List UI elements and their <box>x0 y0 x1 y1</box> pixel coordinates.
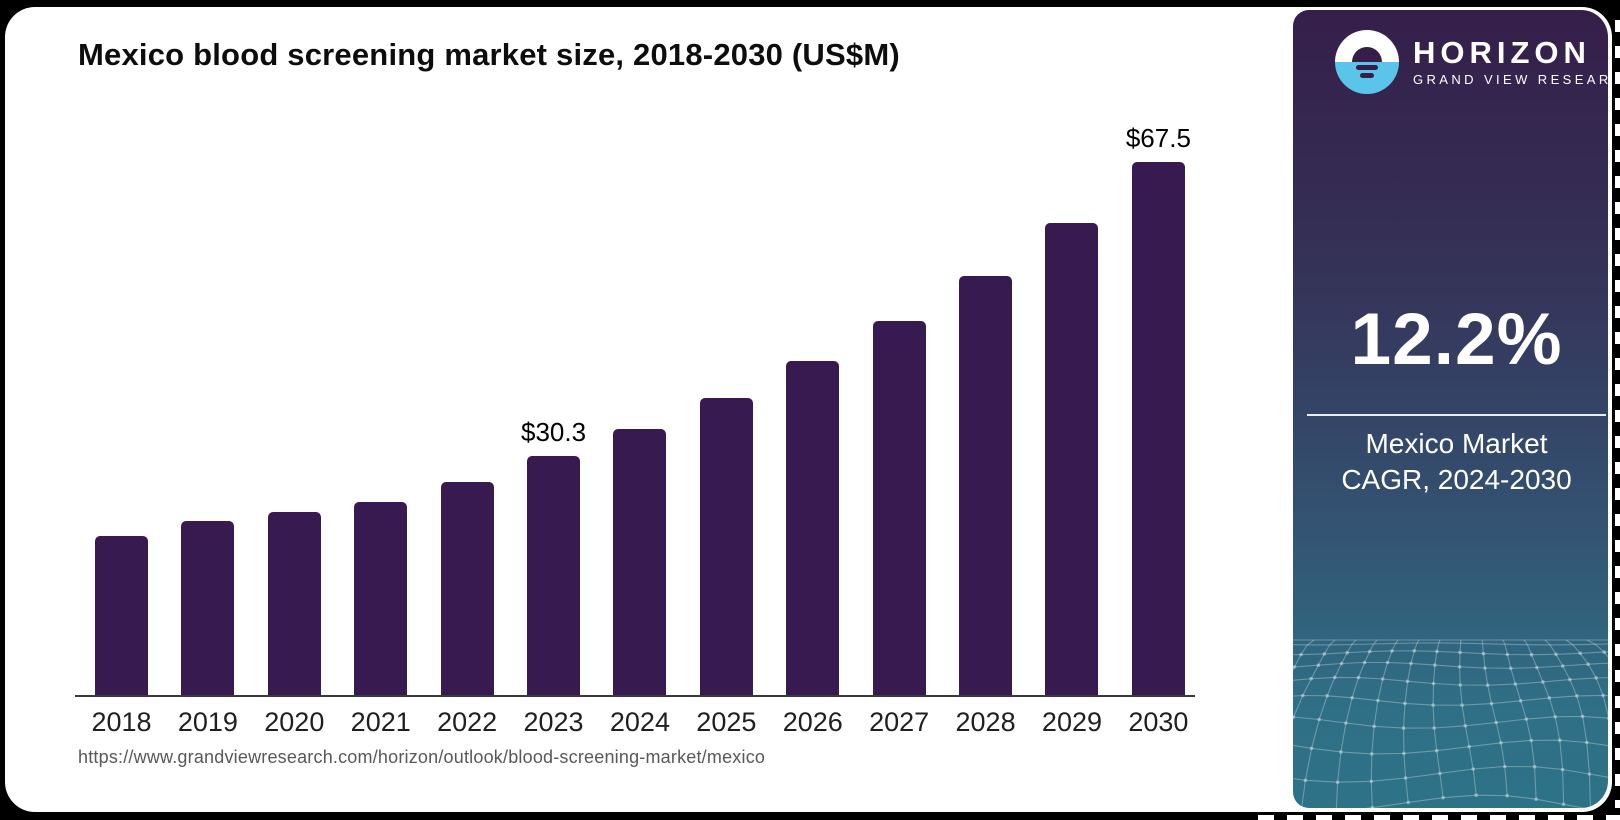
horizon-line-1 <box>1356 65 1378 70</box>
bar-value-label: $67.5 <box>1125 122 1191 153</box>
bar-2020: 2020 <box>264 511 324 737</box>
horizon-line-2 <box>1360 73 1374 78</box>
bar-2029: 2029 <box>1042 222 1102 737</box>
x-axis-label: 2018 <box>91 707 152 737</box>
x-axis-label: 2023 <box>523 707 584 737</box>
horizon-sun-icon <box>1335 30 1399 94</box>
chart-title: Mexico blood screening market size, 2018… <box>78 37 900 72</box>
x-axis-label: 2029 <box>1041 707 1103 737</box>
bar-2019: 2019 <box>178 521 238 737</box>
brand-name: HORIZON <box>1413 35 1591 70</box>
infographic-card: Mexico blood screening market size, 2018… <box>5 7 1612 812</box>
bottom-dashed-edge <box>1258 815 1620 820</box>
stat-divider <box>1307 414 1606 416</box>
bar-value-label: $30.3 <box>520 416 587 447</box>
bar-2027: 2027 <box>869 321 929 737</box>
x-axis-label: 2026 <box>782 707 843 737</box>
x-axis-label: 2022 <box>437 707 498 737</box>
x-axis-label: 2021 <box>350 707 411 737</box>
x-axis-label: 2024 <box>609 707 670 737</box>
bar-chart: 2018 2019 2020 2021 2022 $30.3 2023 2024 2025 202… <box>91 123 1191 737</box>
bar-2024: 2024 <box>610 428 670 737</box>
bar-2023: $30.3 2023 <box>521 417 586 737</box>
right-dashed-edge <box>1615 20 1620 808</box>
x-axis-label: 2020 <box>264 707 325 737</box>
sun-dome <box>1352 47 1382 62</box>
bar-2028: 2028 <box>956 275 1016 737</box>
wireframe-mesh-pattern <box>1293 639 1608 808</box>
brand-subname: GRAND VIEW RESEARCH <box>1413 72 1608 87</box>
cagr-label: Mexico Market CAGR, 2024-2030 <box>1293 426 1608 498</box>
x-axis-label: 2030 <box>1128 707 1189 737</box>
bar-2026: 2026 <box>783 360 843 737</box>
brand-sidebar: HORIZON GRAND VIEW RESEARCH 12.2% Mexico… <box>1293 10 1608 808</box>
x-axis-label: 2028 <box>955 707 1016 737</box>
x-axis-label: 2025 <box>696 707 757 737</box>
x-axis-line <box>75 695 1195 697</box>
x-axis-label: 2027 <box>869 707 930 737</box>
logo: HORIZON GRAND VIEW RESEARCH <box>1335 30 1608 94</box>
cagr-label-line2: CAGR, 2024-2030 <box>1341 464 1572 495</box>
bar-2025: 2025 <box>696 397 756 737</box>
logo-text: HORIZON GRAND VIEW RESEARCH <box>1413 35 1608 88</box>
x-axis-label: 2019 <box>177 707 238 737</box>
source-url: https://www.grandviewresearch.com/horizo… <box>78 747 766 767</box>
cagr-label-line1: Mexico Market <box>1365 428 1548 459</box>
bar-2021: 2021 <box>351 502 411 737</box>
bar-2030: $67.5 2030 <box>1126 123 1191 737</box>
bar-2022: 2022 <box>437 481 497 737</box>
cagr-value: 12.2% <box>1350 299 1563 380</box>
bar-2018: 2018 <box>91 536 152 737</box>
